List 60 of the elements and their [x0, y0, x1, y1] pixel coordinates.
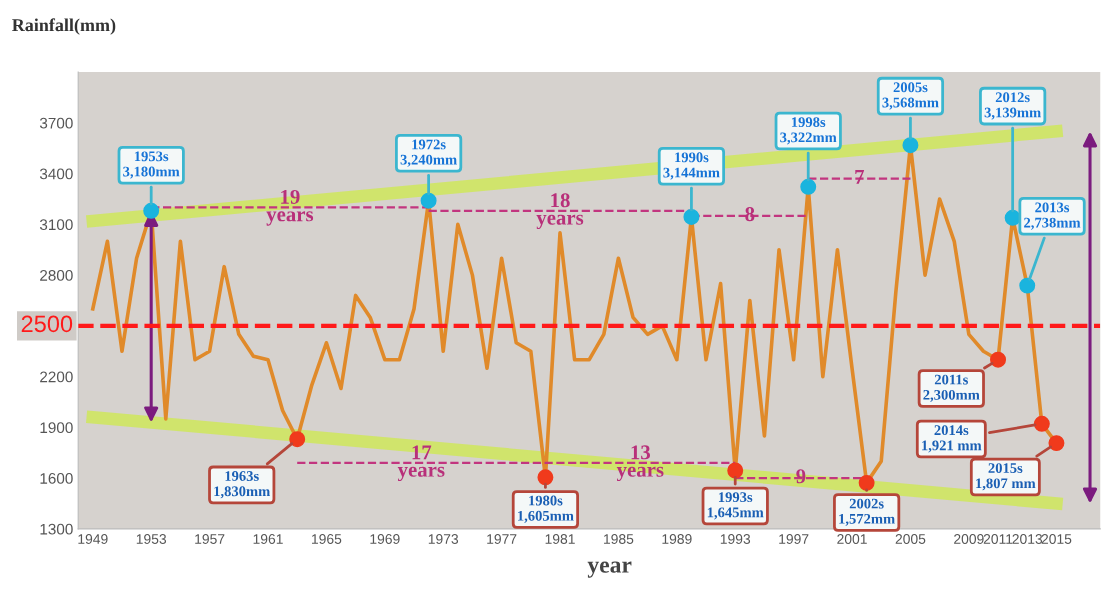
x-axis-title: year [587, 561, 632, 578]
annotation: 17 years [397, 445, 445, 482]
x-tick-label: 1965 [312, 534, 342, 544]
ref-line-label: 2500 [21, 315, 73, 333]
point [1019, 277, 1036, 294]
y-tick-label: 1300 [40, 523, 73, 535]
x-tick-label: 1989 [662, 534, 692, 544]
point [1048, 435, 1065, 452]
annotation: 2005s 3,568mm [882, 82, 939, 110]
y-tick-label: 2800 [40, 269, 73, 281]
annotation: 1993s 1,645mm [707, 492, 764, 520]
annotation: 1980s 1,605mm [518, 495, 574, 523]
annotation: 19 years [266, 189, 314, 226]
point [800, 178, 817, 195]
annotation: 2002s 1,572mm [839, 498, 895, 526]
annotation: 2011s 2,300mm [923, 374, 980, 402]
x-tick-label: 2011 [983, 534, 1013, 544]
point [1033, 415, 1050, 432]
annotation: 1990s 3,144mm [663, 152, 720, 180]
x-tick-label: 1953 [136, 534, 167, 544]
x-tick-label: 1985 [604, 534, 634, 544]
x-tick-label: 1973 [428, 534, 459, 544]
point [902, 137, 919, 154]
annotation: 2015s 1,807 mm [976, 463, 1036, 491]
y-tick-label: 1600 [40, 473, 73, 484]
x-tick-label: 1949 [78, 534, 108, 544]
annotation: 1953s 3,180mm [123, 151, 180, 179]
point [143, 202, 160, 219]
x-tick-label: 1957 [195, 534, 225, 544]
point [727, 462, 744, 479]
x-tick-label: 2015 [1041, 534, 1072, 544]
y-tick-label: 3400 [39, 168, 73, 180]
x-tick-label: 1977 [487, 534, 517, 544]
y-tick-label: 3700 [39, 117, 73, 129]
y-axis-title: Rainfall(mm) [12, 18, 116, 35]
x-tick-label: 1993 [720, 534, 751, 544]
point [537, 469, 554, 486]
y-tick-label: 3100 [39, 219, 73, 231]
point [420, 192, 437, 209]
x-tick-label: 1981 [545, 534, 575, 544]
point [990, 351, 1007, 368]
annotation: 18 years [536, 193, 584, 230]
annotation: 1972s 3,240mm [400, 139, 457, 167]
annotation: 2013s 2,738mm [1024, 202, 1081, 230]
annotation: 2014s 1,921 mm [922, 425, 982, 453]
point [289, 431, 306, 448]
x-tick-label: 2009 [954, 534, 984, 544]
x-tick-label: 1961 [253, 534, 283, 544]
annotation: 1998s 3,322mm [780, 117, 837, 145]
x-tick-label: 1969 [370, 534, 400, 544]
x-tick-label: 2013 [1012, 534, 1043, 544]
annotation: 2012s 3,139mm [984, 92, 1041, 120]
y-tick-label: 2200 [40, 371, 73, 383]
point [683, 208, 700, 225]
y-tick-label: 1900 [40, 422, 73, 434]
point [858, 474, 875, 491]
x-tick-label: 1997 [779, 534, 809, 544]
annotation: 1963s 1,830mm [214, 471, 271, 499]
x-tick-label: 2005 [895, 534, 926, 544]
x-tick-label: 2001 [837, 534, 867, 544]
